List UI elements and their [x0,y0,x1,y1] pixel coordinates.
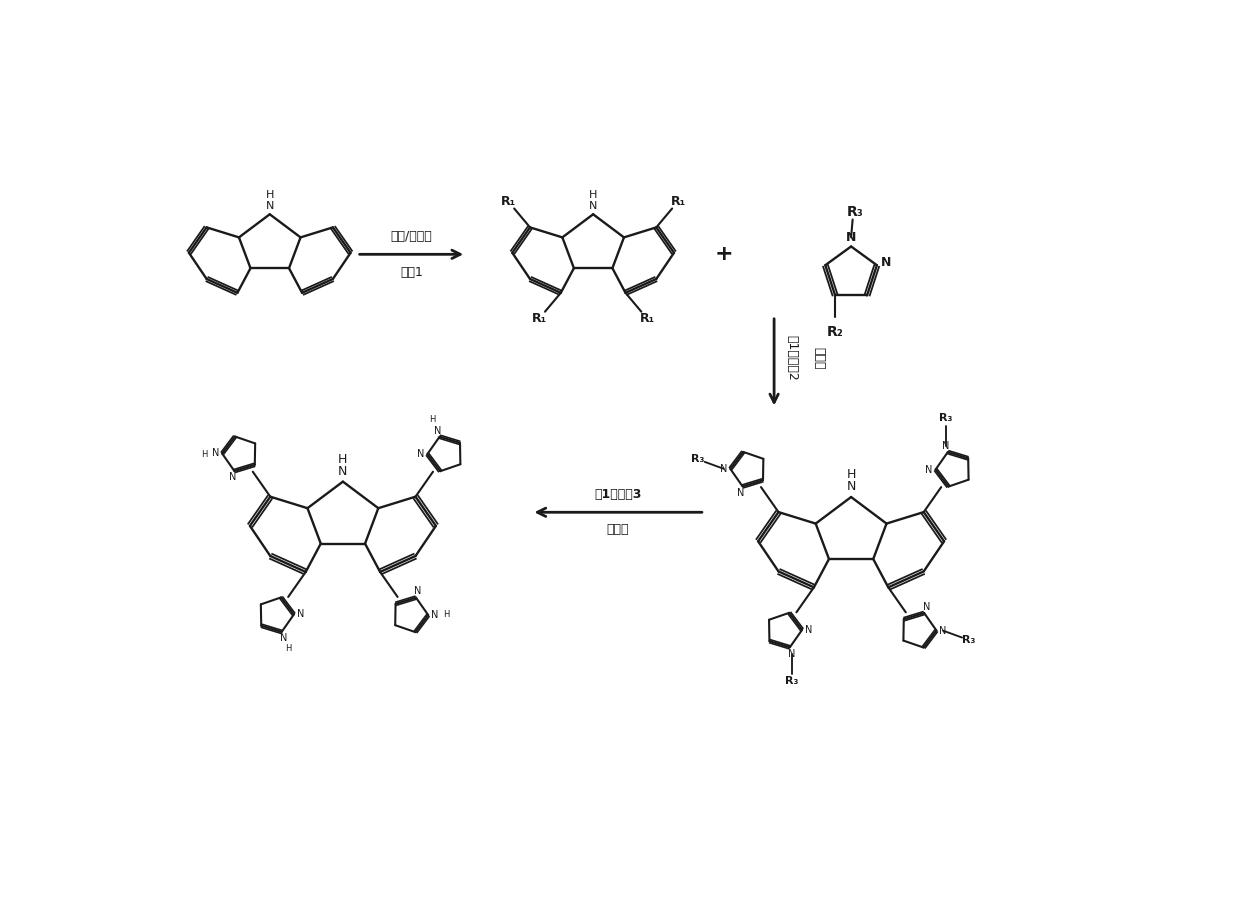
Text: N: N [847,480,856,494]
Text: H: H [201,450,207,459]
Text: N: N [942,441,950,451]
Text: N: N [280,633,288,643]
Text: 脱保护: 脱保护 [606,523,629,537]
Text: N: N [846,231,857,244]
Text: N: N [339,465,347,478]
Text: R₃: R₃ [962,635,976,645]
Text: R₁: R₁ [532,312,547,325]
Text: R₁: R₁ [640,312,655,325]
Text: N: N [923,602,930,612]
Text: N: N [265,201,274,211]
Text: N: N [789,648,796,658]
Text: R₂: R₂ [827,325,843,339]
Text: N: N [434,425,441,436]
Text: H: H [285,645,291,653]
Text: N: N [432,610,439,620]
Text: N: N [925,465,932,475]
Text: N: N [880,256,890,268]
Text: N: N [589,201,598,211]
Text: 卤素/催化剂: 卤素/催化剂 [391,230,433,243]
Text: N: N [720,464,728,474]
Text: R₁: R₁ [501,194,516,208]
Text: R₃: R₃ [785,677,799,686]
Text: N: N [296,609,304,619]
Text: 催化剂: 催化剂 [812,347,826,370]
Text: H: H [265,191,274,201]
Text: H: H [847,468,856,481]
Text: N: N [228,472,236,482]
Text: H: H [339,453,347,466]
Text: 碱1、溶剂2: 碱1、溶剂2 [786,335,799,381]
Text: N: N [805,624,812,635]
Text: 酸1、溶剂3: 酸1、溶剂3 [594,488,641,501]
Text: R₁: R₁ [671,194,686,208]
Text: N: N [737,488,744,498]
Text: N: N [414,586,422,596]
Text: H: H [443,610,450,619]
Text: N: N [939,625,946,635]
Text: H: H [429,415,435,425]
Text: R₃: R₃ [847,205,863,219]
Text: H: H [589,191,598,201]
Text: +: + [714,245,733,265]
Text: N: N [417,449,424,459]
Text: 溶剂1: 溶剂1 [401,266,423,278]
Text: R₃: R₃ [939,414,952,424]
Text: R₃: R₃ [691,455,704,465]
Text: N: N [212,448,219,458]
